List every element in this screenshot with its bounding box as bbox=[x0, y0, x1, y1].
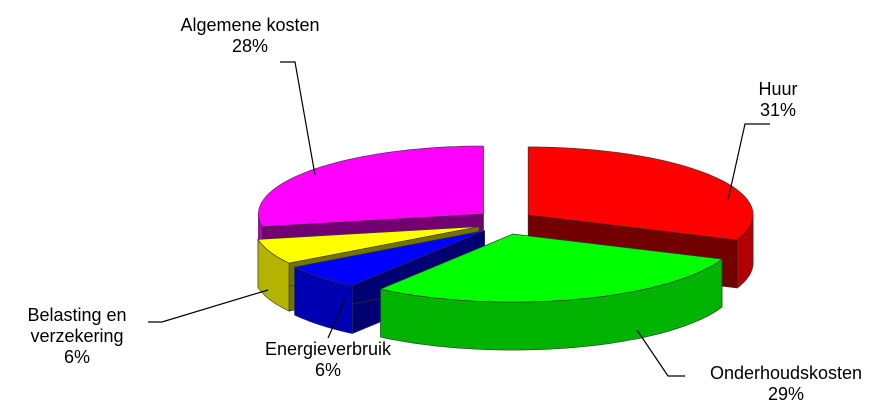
slice-label: Huur 31% bbox=[758, 79, 797, 121]
leader-line bbox=[727, 123, 770, 201]
category-label: Onderhoudskosten bbox=[709, 363, 863, 383]
category-label: Belasting en verzekering bbox=[27, 305, 127, 346]
slice bbox=[293, 230, 485, 286]
value-label: 6% bbox=[314, 360, 341, 380]
slice bbox=[379, 233, 723, 303]
leader-line bbox=[636, 329, 685, 377]
leader-line bbox=[280, 61, 316, 176]
slice bbox=[527, 146, 754, 241]
value-label: 29% bbox=[767, 384, 805, 404]
value-label: 6% bbox=[63, 347, 90, 367]
value-label: 31% bbox=[759, 100, 797, 120]
category-label: Algemene kosten bbox=[180, 15, 320, 35]
value-label: 28% bbox=[231, 36, 269, 56]
slice-label: Belasting en verzekering 6% bbox=[7, 305, 147, 368]
slice bbox=[258, 145, 484, 228]
category-label: Huur bbox=[758, 79, 798, 99]
leader-line bbox=[148, 289, 269, 323]
slice-label: Algemene kosten 28% bbox=[180, 15, 319, 57]
slice-label: Energieverbruik 6% bbox=[265, 339, 391, 381]
slice bbox=[257, 226, 480, 264]
leader-line bbox=[327, 299, 346, 339]
category-label: Energieverbruik bbox=[264, 339, 392, 359]
slice-label: Onderhoudskosten 29% bbox=[710, 363, 862, 405]
